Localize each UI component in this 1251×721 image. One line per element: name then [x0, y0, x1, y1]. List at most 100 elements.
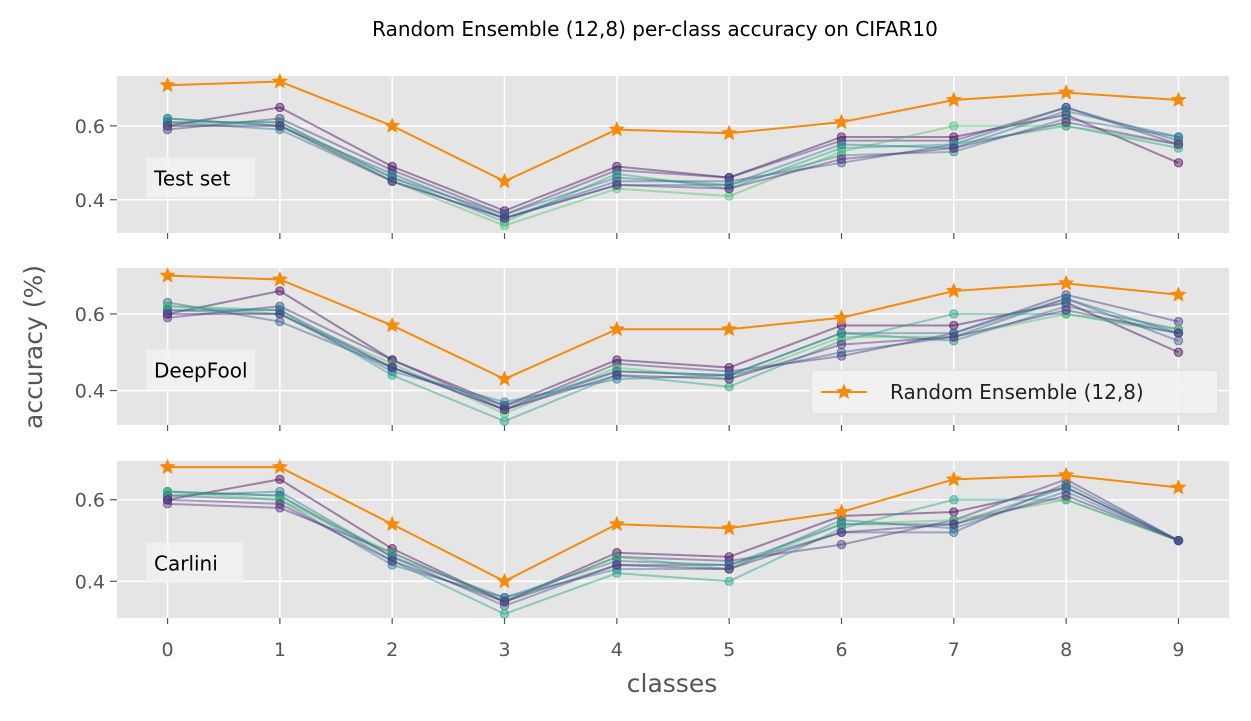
- member-line: [167, 486, 1179, 599]
- member-point: [1061, 110, 1071, 120]
- member-point: [387, 176, 397, 186]
- member-point: [949, 332, 959, 342]
- ensemble-point: [496, 572, 513, 589]
- member-point: [499, 206, 510, 216]
- member-point: [499, 220, 510, 231]
- ensemble-line: [167, 80, 1179, 183]
- member-point: [162, 495, 173, 505]
- panel-deepfool: 0.4 0.6 DeepFool: [75, 267, 1229, 431]
- member-series: [162, 117, 1184, 223]
- member-point: [162, 113, 173, 124]
- member-point: [836, 539, 847, 550]
- panel-annotation: Test set: [146, 157, 255, 198]
- ensemble-point: [159, 76, 176, 93]
- member-point: [387, 172, 397, 183]
- ensemble-point: [384, 515, 401, 532]
- panel-carlini: 0.4 0.6 Carlini: [75, 458, 1229, 624]
- legend-marker: [835, 383, 853, 399]
- y-axis-label: accuracy (%): [19, 265, 48, 429]
- member-point: [949, 132, 959, 142]
- member-point: [275, 286, 285, 296]
- y-tick-label: 0.4: [75, 571, 105, 593]
- member-point: [836, 150, 847, 161]
- ensemble-point: [1170, 286, 1187, 302]
- member-point: [162, 117, 173, 127]
- annotation-label: DeepFool: [154, 359, 248, 383]
- member-point: [1061, 113, 1071, 124]
- x-tick-label: 8: [1060, 639, 1072, 661]
- ensemble-point: [608, 121, 625, 137]
- member-line: [167, 478, 1179, 603]
- ensemble-point: [271, 458, 288, 475]
- ensemble-point: [608, 515, 625, 532]
- y-tick-label: 0.6: [75, 116, 105, 138]
- member-point: [836, 154, 847, 164]
- panel-background: [117, 461, 1229, 618]
- ensemble-point: [384, 316, 401, 333]
- x-tick-label: 6: [835, 639, 847, 661]
- member-point: [949, 507, 959, 517]
- y-tick-label: 0.6: [75, 304, 105, 326]
- member-point: [1173, 328, 1184, 338]
- member-point: [1173, 347, 1184, 357]
- member-point: [836, 519, 847, 529]
- ensemble-point: [271, 72, 288, 89]
- member-line: [167, 490, 1179, 616]
- panel-background: [117, 76, 1229, 233]
- x-tick-labels: 0 1 2 3 4 5 6 7 8 9: [161, 639, 1184, 661]
- member-point: [949, 143, 959, 153]
- member-point: [1173, 316, 1184, 327]
- ensemble-point: [1058, 466, 1075, 483]
- y-tick-label: 0.6: [75, 490, 105, 512]
- member-point: [387, 169, 397, 179]
- member-point: [162, 121, 173, 131]
- legend-entry: Random Ensemble (12,8): [890, 380, 1144, 404]
- member-series: [162, 102, 1184, 216]
- member-point: [612, 165, 622, 175]
- member-point: [612, 560, 622, 570]
- ensemble-point: [833, 309, 850, 325]
- member-point: [275, 499, 285, 509]
- member-point: [499, 404, 510, 415]
- member-point: [949, 519, 959, 529]
- x-tick-label: 5: [723, 639, 735, 661]
- member-point: [1061, 102, 1071, 113]
- member-point: [275, 113, 285, 124]
- member-series: [162, 305, 1184, 415]
- member-point: [724, 576, 734, 586]
- member-point: [275, 117, 285, 127]
- member-point: [612, 169, 622, 179]
- member-point: [1173, 158, 1184, 168]
- member-point: [1061, 482, 1071, 493]
- member-point: [724, 191, 734, 201]
- member-series: [162, 113, 1184, 227]
- chart-title: Random Ensemble (12,8) per-class accurac…: [372, 17, 938, 41]
- annotation-box: [146, 349, 255, 390]
- member-point: [275, 486, 285, 497]
- member-line: [167, 110, 1179, 216]
- ensemble-point: [833, 503, 850, 519]
- member-point: [275, 124, 285, 135]
- member-series: [162, 293, 1184, 415]
- member-point: [612, 370, 622, 380]
- member-line: [167, 305, 1179, 415]
- panel-annotation: Carlini: [146, 542, 244, 583]
- member-series: [162, 102, 1184, 223]
- x-axis-label: classes: [627, 669, 717, 698]
- member-point: [387, 165, 397, 175]
- member-line: [167, 297, 1179, 411]
- member-point: [612, 161, 622, 172]
- member-line: [167, 121, 1179, 220]
- member-line: [167, 309, 1179, 411]
- member-point: [1061, 117, 1071, 127]
- member-point: [499, 209, 510, 220]
- y-tick-label: 0.4: [75, 190, 105, 212]
- annotation-label: Test set: [153, 167, 230, 191]
- x-tick-label: 0: [161, 639, 173, 661]
- member-point: [387, 556, 397, 566]
- ensemble-point: [721, 519, 738, 536]
- member-line: [167, 106, 1179, 212]
- ensemble-series: [159, 267, 1187, 386]
- member-point: [724, 176, 734, 186]
